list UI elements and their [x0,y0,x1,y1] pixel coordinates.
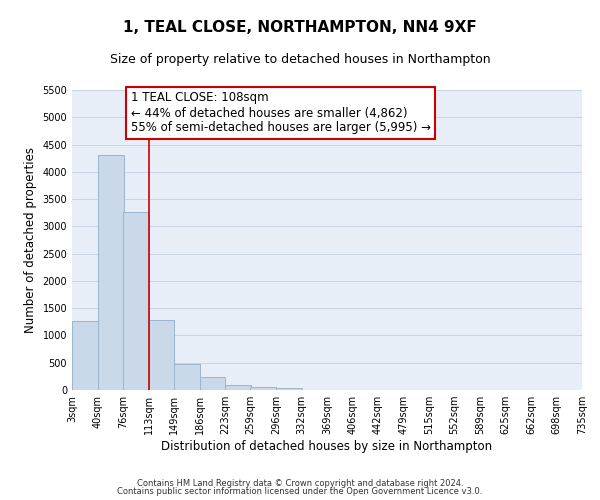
Bar [199,378,225,390]
Bar [149,320,175,390]
Bar [123,212,149,390]
Text: Contains public sector information licensed under the Open Government Licence v3: Contains public sector information licen… [118,487,482,496]
Text: 1, TEAL CLOSE, NORTHAMPTON, NN4 9XF: 1, TEAL CLOSE, NORTHAMPTON, NN4 9XF [123,20,477,35]
Text: Size of property relative to detached houses in Northampton: Size of property relative to detached ho… [110,52,490,66]
Text: 1 TEAL CLOSE: 108sqm
← 44% of detached houses are smaller (4,862)
55% of semi-de: 1 TEAL CLOSE: 108sqm ← 44% of detached h… [131,92,431,134]
Y-axis label: Number of detached properties: Number of detached properties [24,147,37,333]
Bar [276,388,302,390]
X-axis label: Distribution of detached houses by size in Northampton: Distribution of detached houses by size … [161,440,493,453]
Bar [98,156,124,390]
Text: Contains HM Land Registry data © Crown copyright and database right 2024.: Contains HM Land Registry data © Crown c… [137,478,463,488]
Bar [250,386,276,390]
Bar [174,364,199,390]
Bar [225,385,251,390]
Bar [72,320,98,390]
